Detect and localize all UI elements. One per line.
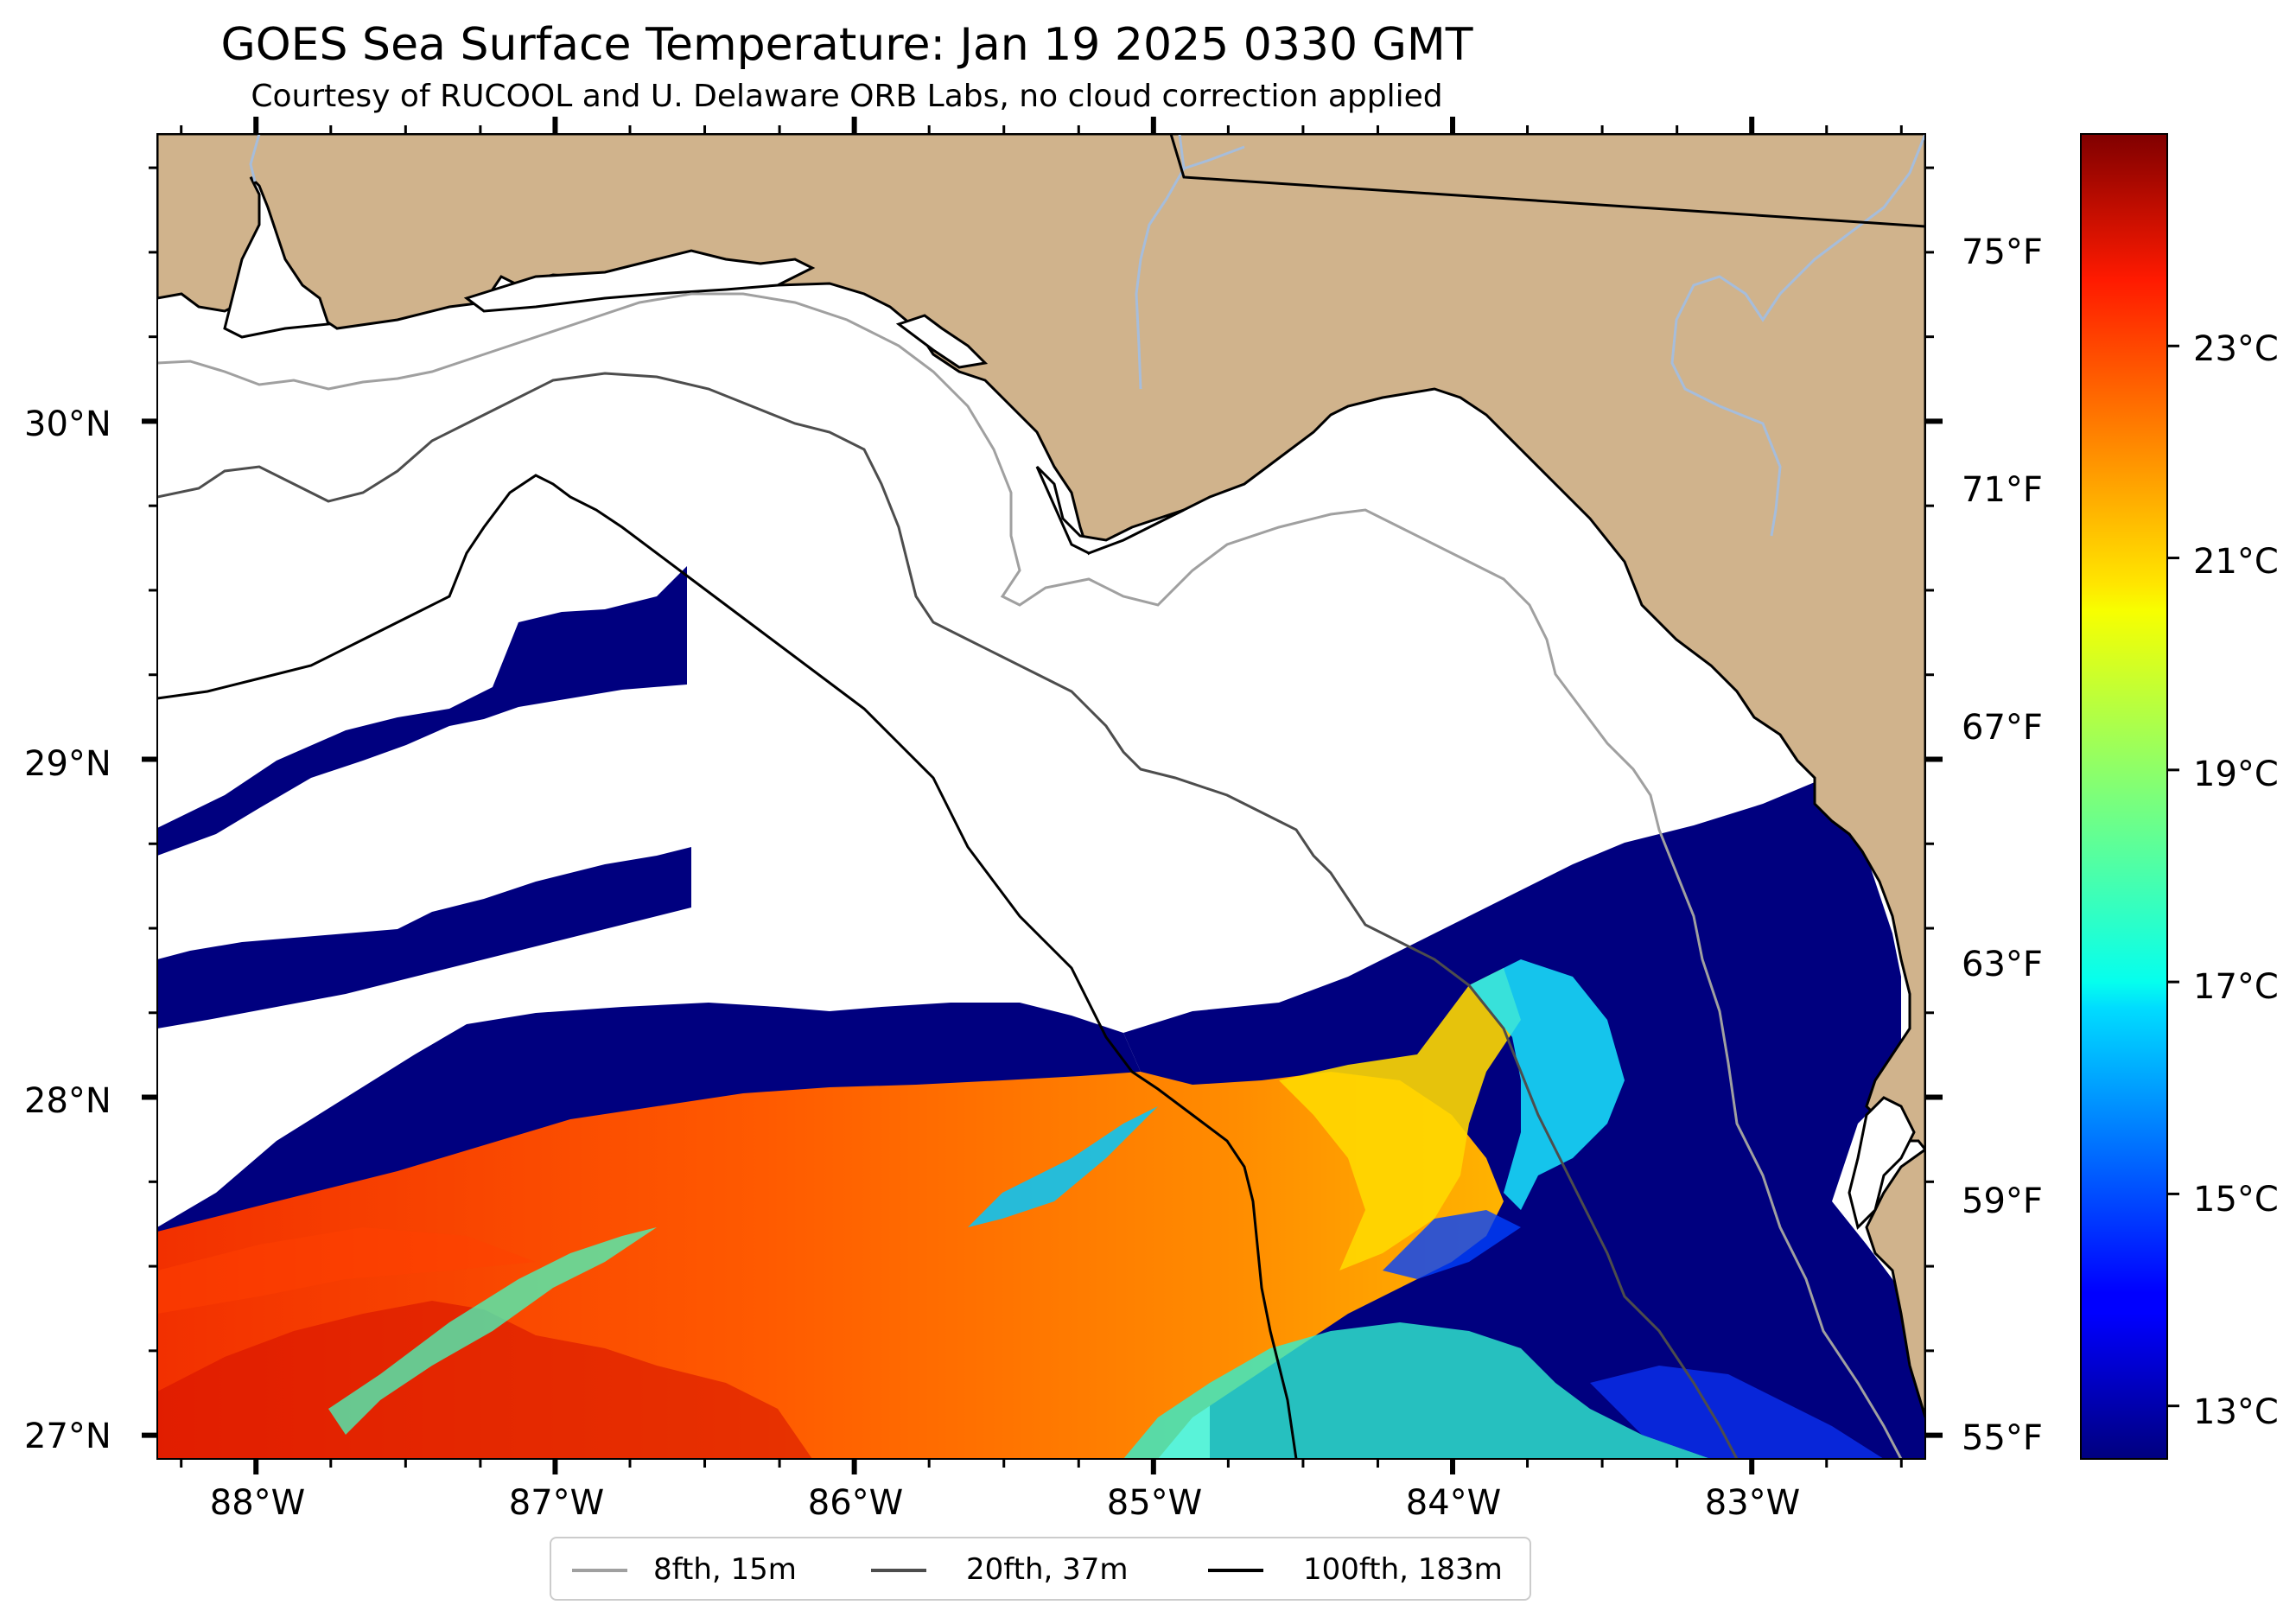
sst-warm-core bbox=[157, 1301, 812, 1459]
pensacola-bay bbox=[223, 175, 331, 339]
lon-label-84: 84°W bbox=[1405, 1483, 1502, 1523]
lon-label-83: 83°W bbox=[1704, 1483, 1801, 1523]
degc-label-15: 15°C bbox=[2193, 1180, 2279, 1220]
sst-front-cyan-3 bbox=[328, 1227, 657, 1435]
apalachicola-bay bbox=[1035, 465, 1185, 555]
legend-swatch-8fth bbox=[572, 1569, 627, 1572]
colorbar-ticks bbox=[2167, 344, 2179, 1408]
map-tick-marks bbox=[142, 117, 1943, 1474]
cloud-gap-3 bbox=[225, 909, 251, 929]
lon-label-88: 88°W bbox=[209, 1483, 306, 1523]
legend-label-100fth: 100fth, 183m bbox=[1303, 1552, 1503, 1587]
map-frame bbox=[156, 133, 1926, 1460]
degf-label-55: 55°F bbox=[1962, 1418, 2043, 1458]
legend-swatch-20fth bbox=[871, 1569, 926, 1572]
sst-front-cyan-2 bbox=[968, 1106, 1158, 1227]
legend-label-20fth: 20fth, 37m bbox=[966, 1552, 1129, 1587]
sst-front-blue-south bbox=[1590, 1366, 1884, 1459]
sst-cold-band-west bbox=[157, 566, 687, 856]
isobath-8fth bbox=[157, 292, 1903, 1459]
degc-label-17: 17°C bbox=[2193, 967, 2279, 1007]
tampa-bay bbox=[1848, 1096, 1916, 1230]
degc-label-23: 23°C bbox=[2193, 329, 2279, 369]
lat-label-28: 28°N bbox=[24, 1081, 111, 1121]
degf-label-59: 59°F bbox=[1962, 1181, 2043, 1221]
lat-label-29: 29°N bbox=[24, 744, 111, 784]
cloud-gap-2 bbox=[354, 817, 389, 856]
st-andrew-bay bbox=[895, 314, 989, 369]
degf-label-67: 67°F bbox=[1962, 708, 2043, 748]
sst-front-yellow bbox=[1279, 968, 1521, 1271]
degc-label-13: 13°C bbox=[2193, 1392, 2279, 1432]
degf-label-71: 71°F bbox=[1962, 470, 2043, 510]
lon-label-85: 85°W bbox=[1106, 1483, 1203, 1523]
sst-front-blue bbox=[1383, 1210, 1521, 1279]
chart-subtitle: Courtesy of RUCOOL and U. Delaware ORB L… bbox=[251, 79, 1443, 114]
sst-front-teal-south bbox=[1123, 1322, 1711, 1459]
state-border bbox=[1169, 134, 1925, 228]
chart-title: GOES Sea Surface Temperature: Jan 19 202… bbox=[220, 19, 1473, 71]
sst-front-cyan bbox=[1469, 959, 1625, 1210]
lon-label-86: 86°W bbox=[807, 1483, 904, 1523]
choctawhatchee-bay bbox=[463, 249, 816, 313]
colorbar bbox=[2080, 133, 2168, 1460]
legend-swatch-100fth bbox=[1208, 1569, 1263, 1572]
degc-label-19: 19°C bbox=[2193, 755, 2279, 794]
isobath-legend: 8fth, 15m 20fth, 37m 100fth, 183m bbox=[550, 1537, 1531, 1601]
isobath-100fth bbox=[157, 474, 1298, 1459]
degf-label-63: 63°F bbox=[1962, 945, 2043, 984]
sst-cold-band-mid bbox=[157, 1003, 1141, 1236]
lon-label-87: 87°W bbox=[508, 1483, 605, 1523]
rivers bbox=[249, 134, 1925, 537]
lat-label-30: 30°N bbox=[24, 404, 111, 444]
cloud-gap-1 bbox=[259, 864, 337, 906]
land-south bbox=[1865, 1148, 1925, 1418]
sst-warm-core-2 bbox=[157, 1227, 536, 1314]
degf-label-75: 75°F bbox=[1962, 232, 2043, 272]
lat-label-27: 27°N bbox=[24, 1417, 111, 1456]
isobath-20fth bbox=[157, 372, 1739, 1459]
legend-label-8fth: 8fth, 15m bbox=[653, 1552, 797, 1587]
degc-label-21: 21°C bbox=[2193, 542, 2279, 582]
land bbox=[157, 134, 1925, 1152]
sst-cold-band-west-2 bbox=[157, 847, 691, 1029]
